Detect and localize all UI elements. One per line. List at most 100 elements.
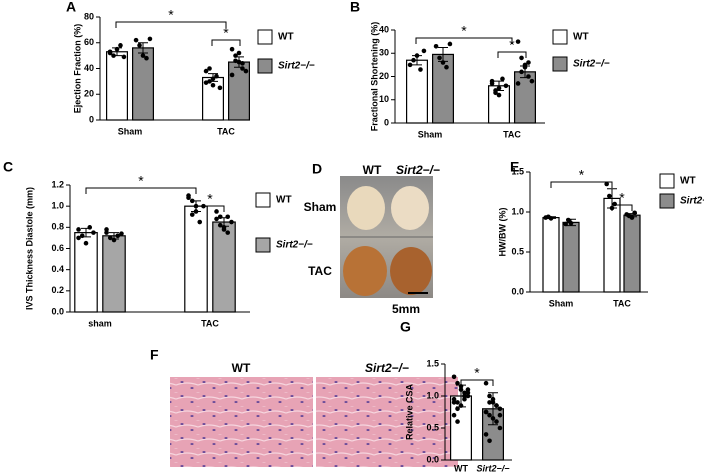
heart-photo: [340, 176, 433, 298]
data-point: [214, 73, 219, 79]
bar: [184, 205, 208, 313]
data-point: [465, 390, 471, 396]
data-point: [87, 225, 93, 230]
significance-label: *: [474, 365, 480, 381]
data-point: [455, 380, 460, 386]
significance-label: *: [509, 37, 515, 53]
data-point: [440, 60, 446, 65]
y-tick-label: 0.2: [51, 285, 64, 295]
data-point: [465, 393, 471, 399]
x-tick-label: TAC: [201, 318, 219, 328]
panel-label: B: [350, 0, 360, 15]
bar: [603, 197, 621, 293]
data-point: [229, 46, 235, 52]
legend-label: WT: [276, 195, 292, 206]
data-point: [515, 81, 521, 86]
data-point: [104, 230, 109, 235]
significance-label: *: [461, 23, 467, 39]
data-point: [490, 400, 496, 405]
data-point: [207, 79, 212, 84]
x-tick-label: WT: [454, 463, 468, 473]
legend-swatch: [255, 237, 271, 253]
scale-label: 5mm: [392, 302, 420, 316]
y-tick-label: 0.8: [51, 222, 64, 232]
data-point: [487, 393, 492, 399]
data-point: [217, 214, 223, 220]
y-tick-label: 40: [379, 24, 389, 34]
data-point: [462, 390, 467, 396]
data-point: [519, 55, 524, 61]
data-point: [437, 55, 442, 61]
data-point: [79, 233, 85, 239]
legend-label: Sirt2−/−: [278, 61, 315, 72]
data-point: [483, 409, 489, 415]
legend-label: Sirt2−/−: [680, 196, 704, 207]
bar: [406, 59, 429, 124]
data-point: [455, 400, 460, 405]
significance-bracket: [115, 21, 227, 28]
data-point: [114, 46, 120, 52]
y-tick-label: 0.0: [511, 286, 524, 296]
data-point: [444, 64, 449, 70]
data-point: [115, 233, 121, 239]
y-tick-label: 0.0: [51, 306, 64, 316]
significance-label: *: [168, 7, 174, 23]
data-point: [111, 53, 116, 58]
significance-label: *: [207, 191, 213, 207]
data-point: [225, 214, 231, 220]
y-tick-label: 0.4: [51, 264, 64, 274]
data-point: [458, 403, 464, 408]
bar: [105, 51, 128, 121]
data-point: [111, 237, 117, 243]
panel-label: A: [66, 0, 76, 15]
y-tick-label: 30: [379, 48, 389, 58]
data-point: [503, 83, 509, 89]
data-point: [526, 74, 531, 79]
data-point: [210, 82, 216, 88]
y-tick-label: 1.0: [511, 206, 524, 216]
data-point: [483, 380, 489, 386]
significance-label: *: [619, 190, 625, 206]
data-point: [490, 396, 496, 402]
y-tick-label: 1.2: [51, 179, 64, 189]
legend-swatch: [552, 29, 568, 45]
y-axis-label: IVS Thickness Diastole (mm): [24, 187, 34, 310]
data-point: [83, 240, 89, 246]
legend-label: Sirt2−/−: [276, 240, 313, 251]
data-point: [487, 412, 492, 418]
y-tick-label: 20: [84, 89, 94, 99]
significance-bracket: [460, 379, 494, 386]
data-point: [414, 53, 420, 58]
data-point: [225, 230, 231, 235]
data-point: [497, 425, 503, 431]
legend-swatch: [255, 192, 271, 208]
histology: [170, 377, 458, 467]
y-tick-label: 1.0: [426, 390, 439, 400]
data-point: [465, 387, 471, 392]
significance-label: *: [223, 25, 229, 41]
data-point: [240, 61, 245, 66]
data-point: [462, 396, 467, 402]
data-point: [186, 195, 191, 200]
data-point: [76, 227, 81, 232]
data-point: [451, 374, 457, 380]
y-axis-label: Ejection Fraction (%): [72, 24, 82, 114]
data-point: [526, 60, 531, 65]
data-point: [140, 53, 146, 58]
significance-label: *: [138, 173, 144, 189]
y-tick-label: 1.5: [511, 166, 524, 176]
legend-label: WT: [573, 32, 589, 43]
data-point: [496, 85, 502, 91]
data-point: [451, 400, 457, 405]
y-tick-label: 80: [84, 11, 94, 21]
data-point: [493, 90, 498, 96]
data-point: [107, 235, 113, 241]
significance-bracket: [211, 39, 241, 46]
y-tick-label: 0: [384, 117, 389, 127]
data-point: [207, 66, 212, 71]
x-tick-label: Sirt2−/−: [476, 463, 510, 473]
legend-swatch: [552, 56, 568, 72]
data-point: [236, 50, 242, 56]
column-label: Sirt2−/−: [396, 163, 440, 177]
